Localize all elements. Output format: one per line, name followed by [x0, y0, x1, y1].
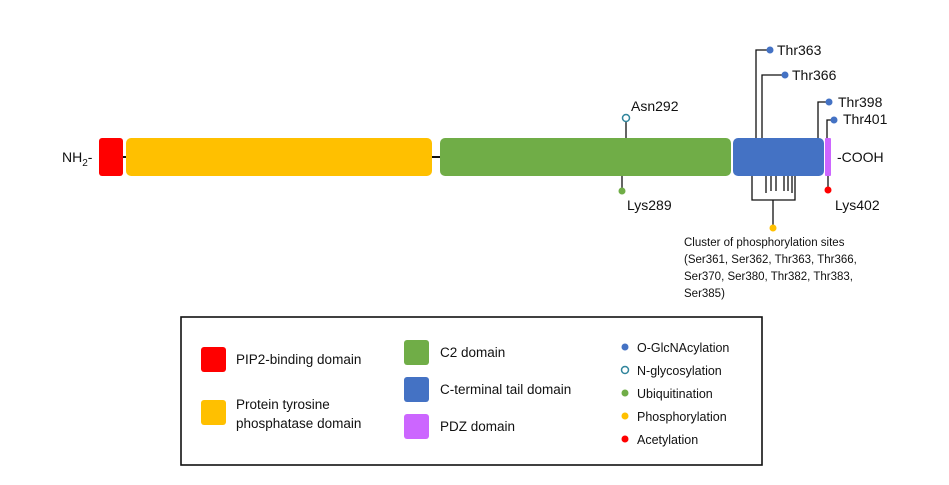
site-asn292: Asn292	[621, 98, 679, 138]
legend-item-n-glycosylation: N-glycosylation	[620, 364, 722, 378]
svg-text:phosphatase domain: phosphatase domain	[236, 416, 361, 431]
svg-text:C-terminal tail domain: C-terminal tail domain	[440, 382, 571, 397]
svg-text:PIP2-binding domain: PIP2-binding domain	[236, 352, 361, 367]
legend-item-phosphorylation: Phosphorylation	[621, 410, 727, 424]
phosphorylation-cluster	[751, 176, 796, 225]
site-thr366: Thr366	[761, 67, 837, 138]
legend-item-ubiquitination: Ubiquitination	[621, 387, 713, 401]
svg-text:Thr363: Thr363	[777, 42, 822, 58]
c-terminus-label: -COOH	[837, 149, 884, 165]
cluster-note-line-1: Cluster of phosphorylation sites	[684, 237, 845, 249]
svg-text:C2 domain: C2 domain	[440, 345, 505, 360]
n-terminus-label: NH2-	[62, 149, 93, 169]
svg-text:Phosphorylation: Phosphorylation	[637, 410, 727, 424]
domain-pip2-binding	[99, 138, 123, 176]
svg-text:N-glycosylation: N-glycosylation	[637, 364, 722, 378]
svg-text:Thr401: Thr401	[843, 111, 888, 127]
domain-pdz	[825, 138, 831, 176]
cluster-note-line-3: Ser370, Ser380, Thr382, Thr383,	[684, 271, 853, 283]
site-thr401: Thr401	[826, 111, 888, 138]
domain-c2	[440, 138, 731, 176]
svg-text:Thr366: Thr366	[792, 67, 837, 83]
svg-text:Lys402: Lys402	[835, 197, 880, 213]
site-lys289: Lys289	[618, 176, 672, 213]
site-thr398: Thr398	[817, 94, 883, 138]
legend-box	[180, 316, 763, 466]
site-lys402: Lys402	[824, 176, 880, 213]
cluster-note-line-2: (Ser361, Ser362, Thr363, Thr366,	[684, 254, 857, 266]
svg-text:Thr398: Thr398	[838, 94, 883, 110]
legend-item-pip2-binding: PIP2-binding domain	[201, 347, 361, 372]
svg-text:Asn292: Asn292	[631, 98, 679, 114]
legend-item-c2: C2 domain	[404, 340, 505, 365]
legend-item-o-glcnacylation: O-GlcNAcylation	[621, 341, 729, 355]
legend-item-protein-tyrosine-phosphatase: Protein tyrosine phosphatase domain	[201, 397, 361, 431]
cluster-note-line-4: Ser385)	[684, 288, 725, 300]
svg-text:PDZ domain: PDZ domain	[440, 419, 515, 434]
domain-c-terminal-tail	[733, 138, 824, 176]
legend-item-c-terminal-tail: C-terminal tail domain	[404, 377, 571, 402]
svg-text:Ubiquitination: Ubiquitination	[637, 387, 713, 401]
legend-item-acetylation: Acetylation	[621, 433, 698, 447]
svg-text:Acetylation: Acetylation	[637, 433, 698, 447]
svg-text:Lys289: Lys289	[627, 197, 672, 213]
phosphorylation-cluster-dot	[769, 224, 777, 232]
svg-text:O-GlcNAcylation: O-GlcNAcylation	[637, 341, 729, 355]
site-thr363: Thr363	[755, 42, 822, 138]
legend-item-pdz: PDZ domain	[404, 414, 515, 439]
svg-text:Protein tyrosine: Protein tyrosine	[236, 397, 330, 412]
domain-protein-tyrosine-phosphatase	[126, 138, 432, 176]
